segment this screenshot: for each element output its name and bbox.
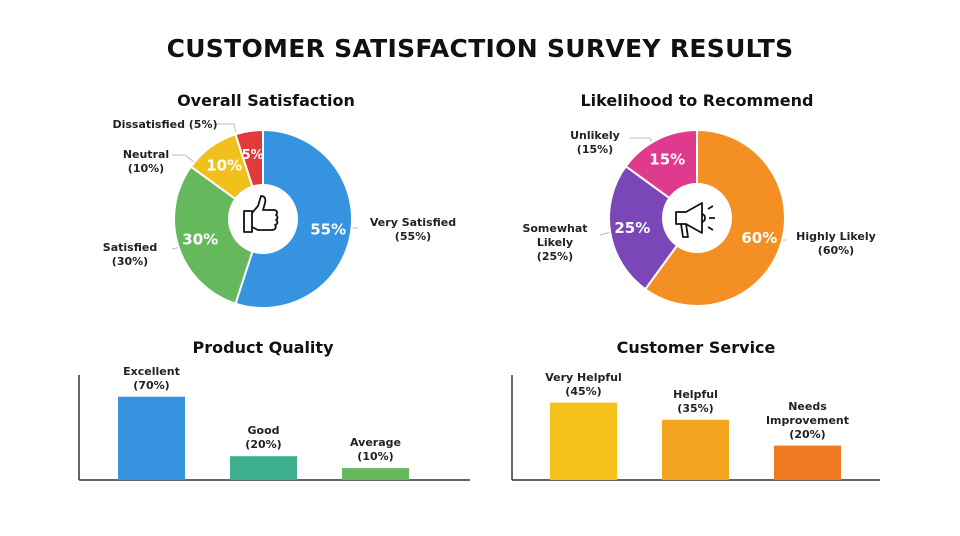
bar-0 xyxy=(550,402,617,480)
legend-satisfied: Satisfied (30%) xyxy=(102,241,158,268)
pie-slice-satisfied xyxy=(173,165,265,305)
bar-0 xyxy=(118,396,185,480)
bar-1 xyxy=(230,456,297,480)
bar-1 xyxy=(662,419,729,480)
bar-label: Average (10%) xyxy=(350,436,401,464)
donut-hole xyxy=(228,184,298,254)
legend-dissatisfied: Dissatisfied (5%) xyxy=(112,118,218,131)
chart-title-overall-satisfaction: Overall Satisfaction xyxy=(177,91,355,110)
legend-unlikely: Unlikely (15%) xyxy=(570,129,620,156)
pie-pct-label: 25% xyxy=(614,219,650,237)
bar-label: Good (20%) xyxy=(245,424,282,452)
bar-label: Needs Improvement (20%) xyxy=(765,399,850,441)
chart-title-customer-service: Customer Service xyxy=(616,338,776,357)
bar-label: Very Helpful (45%) xyxy=(545,370,622,398)
main-title: CUSTOMER SATISFACTION SURVEY RESULTS xyxy=(166,34,794,63)
thumbs-up-icon xyxy=(243,195,279,233)
legend-highly-likely: Highly Likely (60%) xyxy=(796,230,876,257)
pie-pct-label: 15% xyxy=(649,151,685,169)
bar-label: Helpful (35%) xyxy=(673,387,718,415)
legend-somewhat-likely: Somewhat Likely (25%) xyxy=(522,222,588,263)
pie-slice-somewhat-likely xyxy=(608,164,699,291)
pie-pct-label: 60% xyxy=(741,229,777,247)
donut-hole xyxy=(662,183,732,253)
leader-line xyxy=(172,154,195,163)
pie-pct-label: 5% xyxy=(242,148,264,163)
leader-line xyxy=(215,123,237,133)
chart-title-likelihood: Likelihood to Recommend xyxy=(580,91,814,110)
megaphone-icon xyxy=(675,202,715,238)
legend-neutral: Neutral (10%) xyxy=(122,148,170,175)
bar-2 xyxy=(342,468,409,480)
pie-pct-label: 55% xyxy=(310,220,346,238)
legend-very-satisfied: Very Satisfied (55%) xyxy=(369,216,457,243)
pie-pct-label: 10% xyxy=(206,157,242,175)
bar-2 xyxy=(774,445,841,480)
pie-pct-label: 30% xyxy=(182,230,218,248)
chart-title-product-quality: Product Quality xyxy=(192,338,334,357)
bar-label: Excellent (70%) xyxy=(123,364,180,392)
